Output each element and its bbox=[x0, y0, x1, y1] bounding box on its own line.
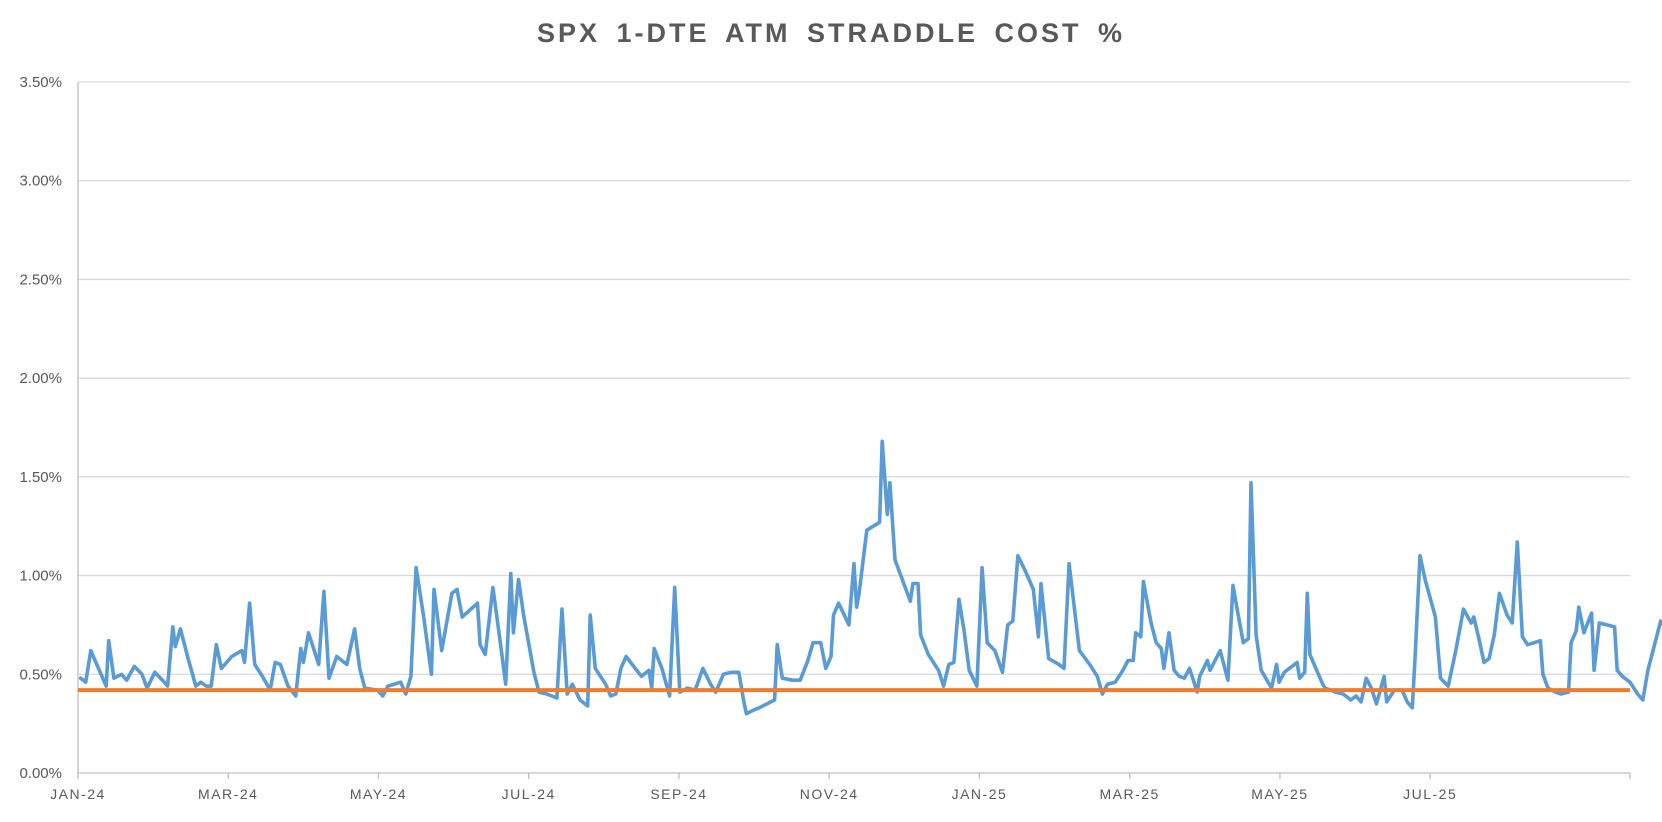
x-tick-label: MAR-25 bbox=[1100, 786, 1160, 802]
y-tick-label: 3.00% bbox=[19, 173, 62, 190]
chart-title: SPX 1-DTE ATM STRADDLE COST % bbox=[536, 18, 1126, 48]
y-tick-label: 1.00% bbox=[19, 568, 62, 585]
y-tick-label: 0.50% bbox=[19, 666, 62, 683]
x-tick-label: JUL-25 bbox=[1403, 786, 1457, 802]
x-tick-label: JAN-25 bbox=[952, 786, 1008, 802]
y-tick-label: 3.50% bbox=[19, 74, 62, 91]
x-axis-tick-labels: JAN-24 MAR-24 MAY-24 JUL-24 SEP-24 NOV-24 JAN-… bbox=[50, 773, 1631, 802]
x-tick-label: SEP-24 bbox=[650, 786, 707, 802]
x-tick-label: NOV-24 bbox=[800, 786, 859, 802]
x-tick-label: MAR-24 bbox=[198, 786, 258, 802]
x-tick-label: MAY-25 bbox=[1251, 786, 1308, 802]
y-tick-label: 0.00% bbox=[19, 765, 62, 782]
y-tick-label: 2.00% bbox=[19, 370, 62, 387]
x-tick-label: JUL-24 bbox=[502, 786, 556, 802]
x-tick-label: MAY-24 bbox=[350, 786, 407, 802]
y-tick-label: 1.50% bbox=[19, 469, 62, 486]
y-tick-label: 2.50% bbox=[19, 271, 62, 288]
x-tick-label: JAN-24 bbox=[50, 786, 106, 802]
series-layer bbox=[78, 439, 1662, 716]
series-line bbox=[78, 439, 1662, 716]
y-axis-tick-labels: 0.00% 0.50% 1.00% 1.50% 2.00% 2.50% 3.00% 3.50% bbox=[19, 74, 62, 782]
